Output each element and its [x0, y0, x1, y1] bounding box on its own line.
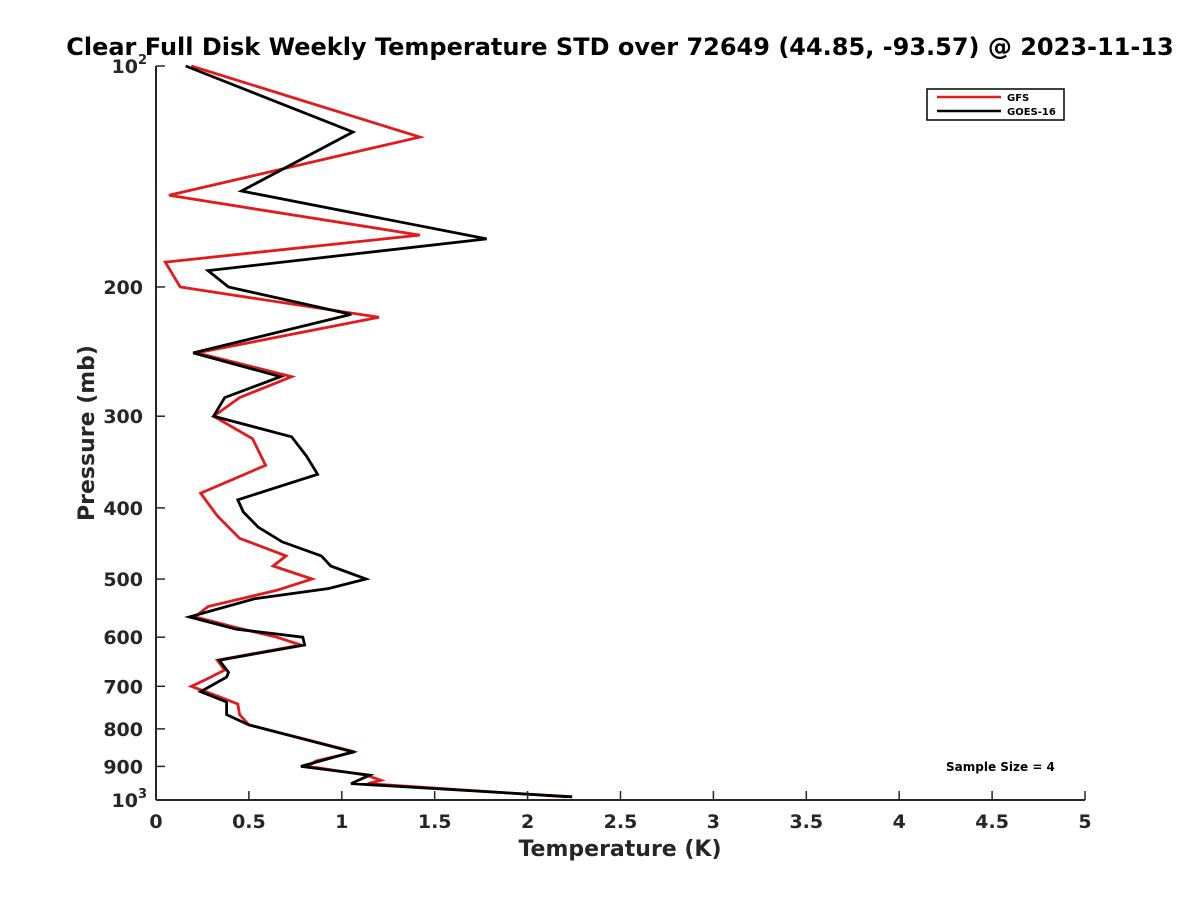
x-tick-label: 0	[149, 811, 162, 833]
y-tick-label: 600	[103, 627, 143, 649]
y-tick-label-base: 10	[112, 790, 138, 812]
y-axis-label: Pressure (mb)	[75, 345, 100, 521]
x-tick-label: 3	[707, 811, 720, 833]
x-tick-label: 0.5	[232, 811, 266, 833]
y-tick-label: 400	[103, 498, 143, 520]
legend-label-goes16: GOES-16	[1007, 107, 1056, 118]
y-tick-label-base: 10	[112, 56, 138, 78]
x-axis-label: Temperature (K)	[518, 837, 721, 862]
y-tick-label-exponent: 2	[138, 53, 147, 68]
series-layer	[162, 64, 573, 799]
legend-label-gfs: GFS	[1007, 93, 1029, 104]
y-tick-label-exponent: 3	[138, 787, 147, 802]
x-tick-label: 4.5	[975, 811, 1009, 833]
y-tick-label: 300	[103, 406, 143, 428]
series-line-goes-16	[184, 64, 573, 799]
x-tick-label: 5	[1078, 811, 1091, 833]
x-tick-label: 1.5	[418, 811, 452, 833]
y-tick-label: 900	[103, 756, 143, 778]
plot-area	[156, 66, 1085, 800]
y-tick-label: 200	[103, 277, 143, 299]
legend: GFS GOES-16	[926, 88, 1065, 121]
x-tick-label: 4	[893, 811, 906, 833]
sample-size-annotation: Sample Size = 4	[946, 760, 1055, 774]
legend-box	[926, 88, 1065, 121]
y-tick-label: 103	[112, 787, 148, 812]
y-tick-label: 800	[103, 719, 143, 741]
x-tick-label: 3.5	[789, 811, 823, 833]
x-axis-ticks: 0 0.5 1 1.5 2 2.5 3 3.5 4 4.5 5	[149, 791, 1092, 833]
x-tick-label: 2.5	[604, 811, 638, 833]
chart-title: Clear Full Disk Weekly Temperature STD o…	[66, 33, 1174, 61]
y-tick-label: 700	[103, 676, 143, 698]
x-tick-label: 1	[335, 811, 348, 833]
y-tick-label: 500	[103, 569, 143, 591]
y-tick-label: 102	[112, 53, 148, 78]
x-tick-label: 2	[521, 811, 534, 833]
